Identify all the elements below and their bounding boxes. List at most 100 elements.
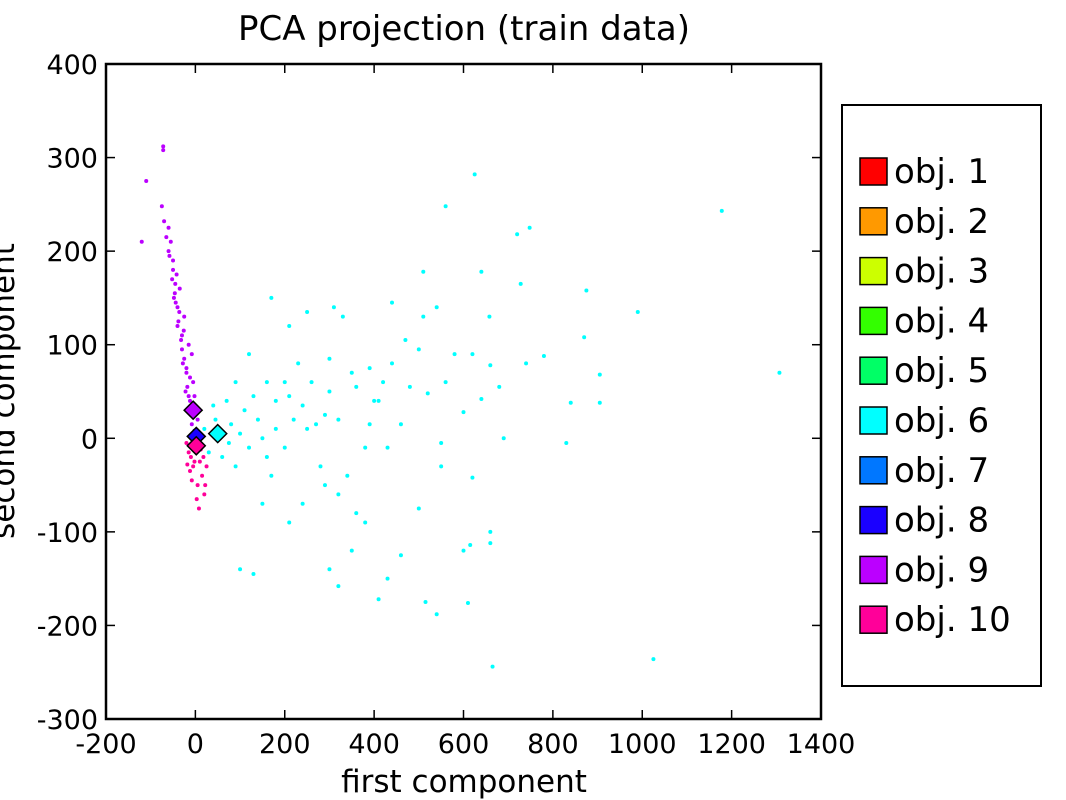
data-point [501,436,506,441]
data-point [487,314,492,319]
legend-label: obj. 9 [894,550,989,590]
data-point [255,417,260,422]
legend-swatch [859,406,888,435]
data-point [191,380,196,385]
data-point [336,492,341,497]
data-point [515,232,520,237]
data-point [197,459,202,464]
centroid-marker [186,435,207,456]
data-point [159,204,164,209]
data-point [195,483,200,488]
data-point [184,366,189,371]
data-point [192,459,197,464]
data-point [452,352,457,357]
data-point [564,440,569,445]
legend-label: obj. 2 [894,202,989,242]
legend-item: obj. 8 [859,501,989,541]
data-point [238,431,243,436]
data-point [322,412,327,417]
data-point [597,400,602,405]
data-point [269,473,274,478]
x-tick-label: 1400 [787,729,856,760]
data-point [367,422,372,427]
data-point [162,219,167,224]
x-tick-label: 400 [348,729,400,760]
data-point [470,475,475,480]
data-point [166,225,171,230]
legend-box [841,104,1042,687]
data-point [282,380,287,385]
centroid-marker [207,423,228,444]
x-tick-label: 600 [438,729,490,760]
data-point [390,300,394,305]
legend-swatch [859,605,888,634]
data-point [196,506,201,511]
data-point [194,497,199,502]
data-point [527,225,532,230]
data-point [322,483,327,488]
legend-item: obj. 1 [859,152,989,192]
data-point [291,417,296,422]
data-point [260,436,265,441]
data-point [251,571,256,576]
data-point [349,370,354,375]
data-point [182,356,187,361]
legend-item: obj. 10 [859,600,1011,640]
data-point [167,253,172,258]
data-point [251,394,256,399]
data-point [336,584,341,589]
data-point [651,657,656,662]
data-point [336,417,341,422]
legend: obj. 1 obj. 2 obj. 3 obj. 4 obj. 5 obj. 6 obj.… [859,152,1011,640]
data-point [179,338,184,343]
data-point [381,380,386,385]
data-point [211,403,216,408]
data-point [161,144,166,149]
data-point [195,417,200,422]
data-point [161,148,166,153]
legend-item: obj. 2 [859,202,989,242]
legend-item: obj. 5 [859,351,989,391]
data-point [349,548,354,553]
data-point [188,375,193,380]
data-point [179,347,184,352]
data-point [173,281,178,286]
data-point [376,597,381,602]
legend-label: obj. 5 [894,351,989,391]
data-point [309,380,314,385]
x-tick-label: 1000 [608,729,677,760]
data-point [203,483,208,488]
x-tick-label: 1200 [697,729,766,760]
data-point [363,445,368,450]
chart-title: PCA projection (train data) [238,9,690,49]
data-point [372,398,377,403]
data-point [385,445,390,450]
y-tick-label: 200 [46,237,98,268]
x-tick-label: 800 [527,729,579,760]
y-tick-label: -200 [37,611,98,642]
data-point [296,361,301,366]
data-point [423,600,428,605]
data-point [204,464,209,469]
data-point [635,309,640,314]
legend-item: obj. 7 [859,451,989,491]
legend-item: obj. 3 [859,252,989,292]
data-point [584,288,589,293]
centroid-marker [183,400,204,421]
data-point [206,450,211,455]
legend-item: obj. 6 [859,401,989,441]
data-point [345,473,350,478]
data-point [468,542,473,547]
y-tick-label: 100 [46,331,98,362]
data-point [282,445,287,450]
data-point [434,305,439,310]
data-point [597,372,602,377]
data-point [177,286,182,291]
data-point [168,239,173,244]
data-point [340,314,345,319]
data-point [226,440,231,445]
data-point [443,204,448,209]
data-point [472,172,477,177]
data-point [171,258,176,263]
